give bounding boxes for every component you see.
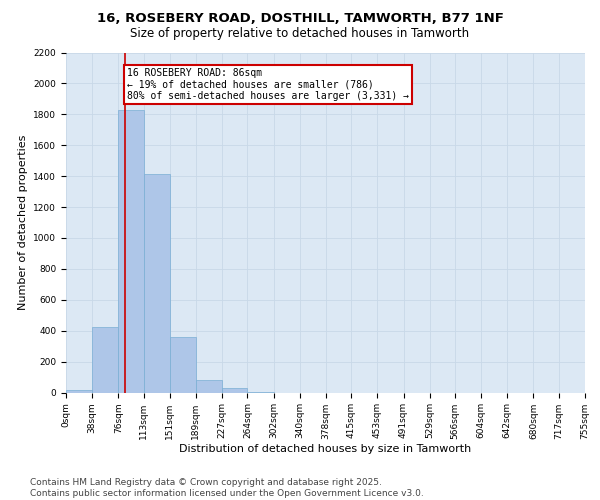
X-axis label: Distribution of detached houses by size in Tamworth: Distribution of detached houses by size … <box>179 444 472 454</box>
Bar <box>222 388 247 392</box>
Text: 16 ROSEBERY ROAD: 86sqm
← 19% of detached houses are smaller (786)
80% of semi-d: 16 ROSEBERY ROAD: 86sqm ← 19% of detache… <box>127 68 409 101</box>
Text: Size of property relative to detached houses in Tamworth: Size of property relative to detached ho… <box>130 28 470 40</box>
Bar <box>66 390 92 392</box>
Bar <box>118 110 143 393</box>
Bar <box>92 327 118 392</box>
Text: 16, ROSEBERY ROAD, DOSTHILL, TAMWORTH, B77 1NF: 16, ROSEBERY ROAD, DOSTHILL, TAMWORTH, B… <box>97 12 503 26</box>
Bar <box>170 337 196 392</box>
Y-axis label: Number of detached properties: Number of detached properties <box>18 135 28 310</box>
Text: Contains HM Land Registry data © Crown copyright and database right 2025.
Contai: Contains HM Land Registry data © Crown c… <box>30 478 424 498</box>
Bar <box>196 380 222 392</box>
Bar <box>143 174 170 392</box>
